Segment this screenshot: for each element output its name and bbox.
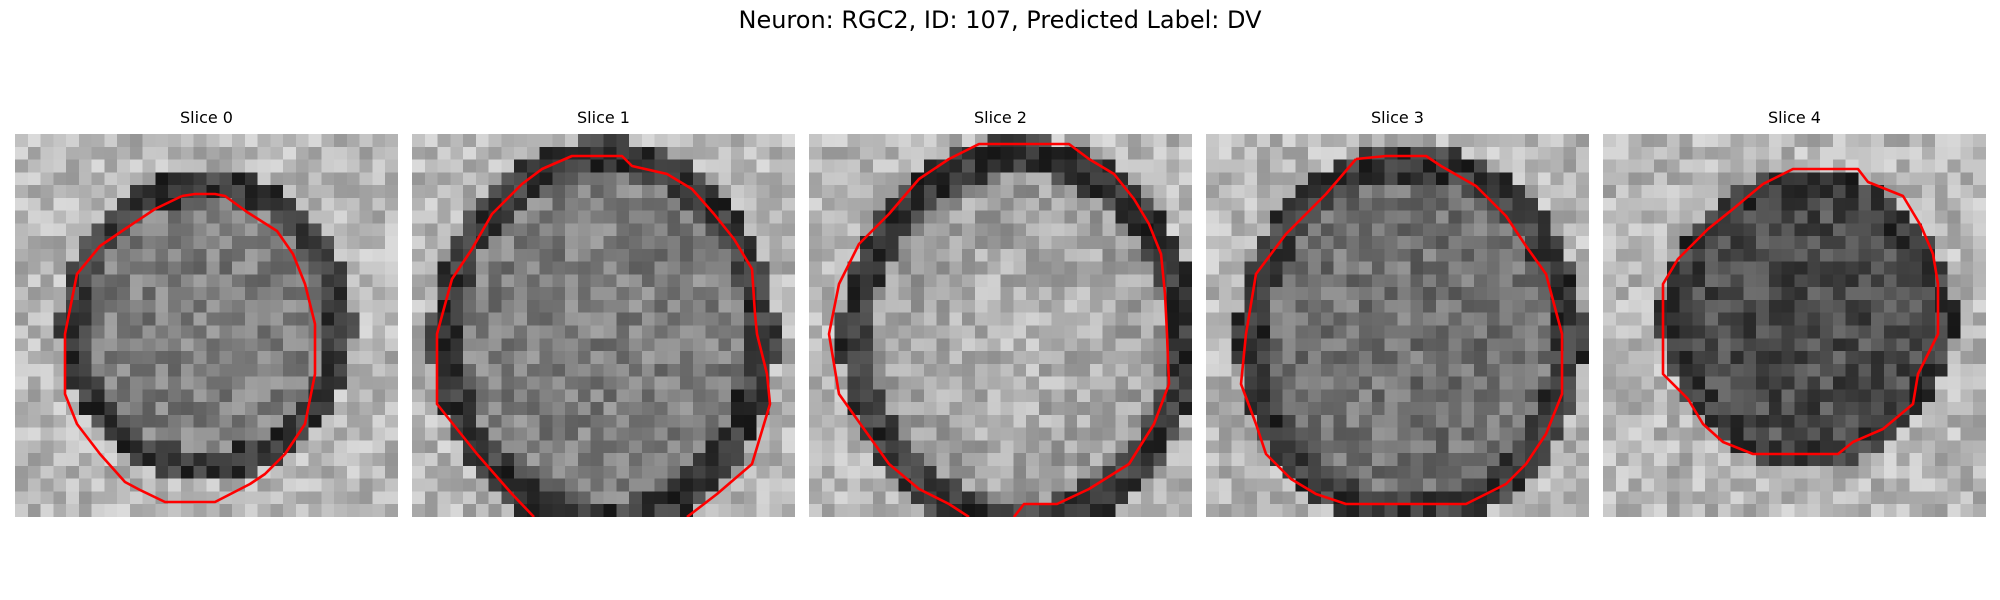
slice-title: Slice 2 (974, 108, 1027, 127)
slice-title: Slice 1 (577, 108, 630, 127)
cell-contour (1239, 154, 1564, 506)
slice-title: Slice 0 (180, 108, 233, 127)
cell-contour (1661, 167, 1940, 456)
microscopy-image (1206, 134, 1589, 517)
microscopy-image (15, 134, 398, 517)
slice-title: Slice 4 (1768, 108, 1821, 127)
microscopy-image (809, 134, 1192, 517)
cell-contour (63, 192, 317, 504)
slice-image (1603, 134, 1986, 517)
cell-contour (435, 154, 772, 517)
figure-title: Neuron: RGC2, ID: 107, Predicted Label: … (738, 6, 1262, 34)
slice-image (1206, 134, 1589, 517)
slice-image (809, 134, 1192, 517)
slice-image (15, 134, 398, 517)
cell-contour (827, 142, 1171, 517)
slice-title: Slice 3 (1371, 108, 1424, 127)
slice-image (412, 134, 795, 517)
